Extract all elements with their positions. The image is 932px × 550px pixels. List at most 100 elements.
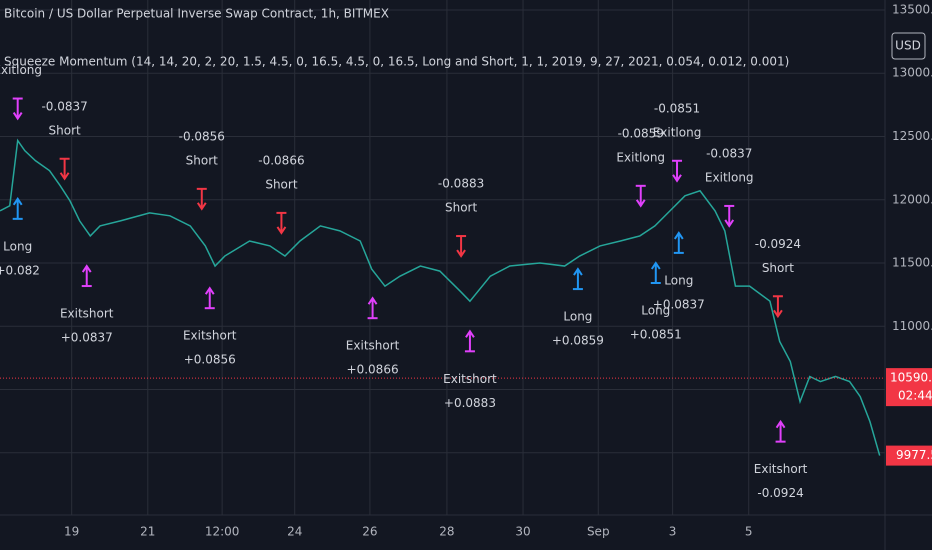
- signal-label: Long: [664, 273, 693, 287]
- signal-arrowhead: [573, 267, 583, 276]
- signal-label: Exitshort: [443, 372, 497, 386]
- signal: -0.0883 Short: [438, 177, 484, 258]
- signal-arrowhead: [465, 329, 475, 338]
- price-marker-label: 9977.5: [896, 448, 932, 462]
- signal-arrowhead: [724, 219, 735, 228]
- signal-arrowhead: [81, 264, 92, 273]
- signal-label: Short: [445, 201, 477, 215]
- signal-label: -0.0859: [618, 126, 664, 140]
- signal: -0.0924 Short: [755, 237, 801, 319]
- signal-label: -0.0883: [438, 177, 484, 191]
- signal: Long +0.082: [0, 197, 40, 277]
- x-tick-label: 24: [287, 525, 302, 539]
- signal-label: +0.0851: [630, 328, 682, 342]
- x-tick-label: 21: [140, 525, 155, 539]
- signal-label: Exitshort: [60, 307, 114, 321]
- plot-area: Long +0.082 Exitlong -0.0837 Short Exitshort +…: [0, 63, 885, 500]
- y-tick-label: 12500.0: [892, 129, 932, 143]
- signal-arrowhead: [367, 296, 378, 305]
- x-tick-label: 26: [362, 525, 377, 539]
- currency-button[interactable]: [891, 32, 926, 60]
- y-tick-label: 12000.0: [892, 192, 932, 206]
- x-tick-label: 5: [745, 525, 753, 539]
- signal-label: Exitshort: [183, 329, 237, 343]
- signal-label: -0.0851: [654, 101, 700, 115]
- signal-label: Short: [265, 177, 297, 191]
- signal-label: +0.0883: [444, 396, 496, 410]
- signal: -0.0851 Exitlong: [653, 101, 702, 183]
- signal-label: Exitlong: [653, 125, 702, 139]
- price-axis: 10000.010500.011000.011500.012000.012500…: [886, 2, 932, 466]
- signal-arrowhead: [276, 226, 287, 235]
- signal-label: +0.0859: [552, 334, 604, 348]
- y-tick-label: 13500.0: [892, 2, 932, 16]
- signal-arrowhead: [650, 261, 661, 270]
- signal-arrowhead: [196, 202, 207, 211]
- price-line: [0, 138, 881, 456]
- signal: Exitshort +0.0866: [346, 296, 400, 377]
- x-tick-label: 19: [64, 525, 79, 539]
- signal-label: Exitshort: [346, 339, 400, 353]
- signal-label: Short: [49, 123, 81, 137]
- signal-label: Long: [641, 304, 670, 318]
- signal-label: Long: [3, 239, 32, 253]
- x-tick-label: 12:00: [205, 525, 240, 539]
- x-tick-label: Sep: [587, 525, 610, 539]
- signal-label: Exitlong: [705, 170, 754, 184]
- signal-label: +0.0866: [347, 363, 399, 377]
- signal-label: +0.082: [0, 263, 40, 277]
- signal: -0.0866 Short: [258, 153, 305, 235]
- signal-arrowhead: [773, 309, 783, 319]
- y-tick-label: 13000.0: [892, 66, 932, 80]
- signal-label: Exitlong: [616, 150, 665, 164]
- signal-label: Long: [563, 310, 592, 324]
- signal-arrowhead: [12, 197, 23, 206]
- chart-title: Bitcoin / US Dollar Perpetual Inverse Sw…: [4, 7, 389, 21]
- signal-label: Exitshort: [754, 462, 808, 476]
- signal-label: -0.0866: [258, 153, 304, 167]
- signal: Exitlong: [0, 63, 42, 121]
- x-tick-label: 28: [439, 525, 454, 539]
- currency[interactable]: USD: [895, 39, 921, 53]
- x-tick-label: 30: [515, 525, 530, 539]
- price-marker-box: [886, 445, 932, 466]
- signal-arrowhead: [204, 286, 215, 295]
- signal-label: Exitlong: [0, 63, 42, 77]
- signal: Long +0.0859: [552, 267, 604, 348]
- signal: Exitshort +0.0856: [183, 286, 237, 367]
- signal: -0.0837 Short: [41, 99, 88, 181]
- last-price-label: 10590.0: [890, 371, 932, 385]
- signal-arrowhead: [12, 111, 23, 121]
- signal: -0.0837 Exitlong: [705, 146, 754, 228]
- signal-label: -0.0924: [755, 237, 801, 251]
- signal: -0.0859 Exitlong: [616, 126, 665, 208]
- signal-label: Short: [186, 153, 218, 167]
- signal-arrowhead: [59, 172, 70, 181]
- signal-arrowhead: [672, 174, 682, 183]
- signal-arrowhead: [635, 199, 646, 208]
- signal-label: +0.0837: [653, 297, 705, 311]
- countdown: 02:44: [898, 389, 932, 403]
- grid: [0, 0, 885, 515]
- signal-label: +0.0837: [61, 331, 113, 345]
- signal-label: +0.0856: [184, 353, 236, 367]
- signal: -0.0856 Short: [179, 129, 225, 211]
- signal-arrowhead: [673, 231, 684, 240]
- signal-arrowhead: [456, 249, 466, 258]
- signal: Exitshort -0.0924: [754, 419, 808, 500]
- signal-label: -0.0837: [41, 99, 87, 113]
- last-price-box: [886, 368, 932, 407]
- signal-label: -0.0924: [757, 486, 803, 500]
- signal-label: -0.0837: [706, 146, 752, 160]
- x-tick-label: 3: [669, 525, 677, 539]
- indicator-label: Squeeze Momentum (14, 14, 20, 2, 20, 1.5…: [4, 55, 789, 69]
- signal-arrowhead: [775, 419, 786, 429]
- signal-label: Short: [762, 261, 794, 275]
- signal: Long +0.0837: [653, 231, 705, 311]
- y-tick-label: 11000.0: [892, 319, 932, 333]
- signal: Exitshort +0.0883: [443, 329, 497, 410]
- signal: Exitshort +0.0837: [60, 264, 114, 345]
- signal-label: -0.0856: [179, 129, 225, 143]
